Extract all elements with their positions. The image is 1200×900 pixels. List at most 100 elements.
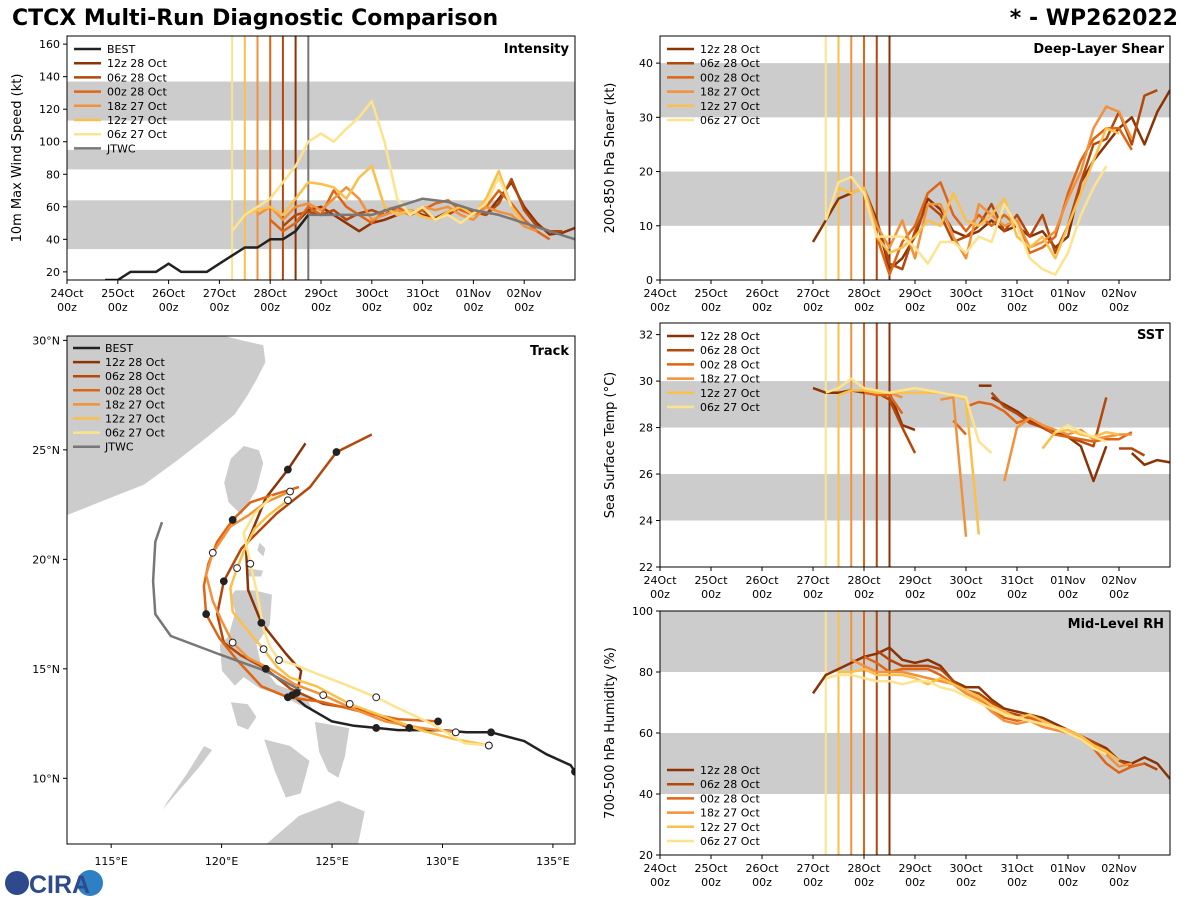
- track-marker-4-4: [319, 691, 328, 700]
- sst-xtick-day: 24Oct: [643, 574, 677, 587]
- intensity-xtick-hour: 00z: [362, 301, 382, 314]
- sst-title: SST: [1137, 328, 1164, 343]
- cira-logo: CIRA: [5, 870, 103, 899]
- sst-legend-label: 00z 28 Oct: [700, 358, 760, 371]
- sst-series-line-5-1: [1054, 423, 1107, 443]
- intensity-title: Intensity: [504, 42, 570, 57]
- rh-ytick-label: 60: [639, 727, 653, 740]
- track-legend-label: 12z 28 Oct: [105, 356, 165, 369]
- rh-title: Mid-Level RH: [1068, 617, 1164, 632]
- track-marker-5-8: [259, 645, 268, 654]
- track-marker-6-4: [372, 693, 381, 702]
- intensity-ytick-label: 140: [39, 71, 60, 84]
- intensity-panel: 2040608010012014016024Oct00z25Oct00z26Oc…: [10, 35, 576, 314]
- rh-ylabel: 700-500 hPa Humidity (%): [603, 647, 618, 819]
- intensity-ytick-label: 20: [46, 266, 60, 279]
- track-marker-4-8: [228, 638, 237, 647]
- sst-series-line-0-3: [1130, 452, 1170, 467]
- rh-xtick-day: 29Oct: [898, 862, 932, 875]
- sst-xtick-hour: 00z: [803, 588, 823, 601]
- track-xtick-label: 130°E: [426, 855, 459, 868]
- track-marker-3-0: [434, 717, 442, 726]
- sst-xtick-hour: 00z: [1109, 588, 1129, 601]
- intensity-band-1: [67, 149, 575, 170]
- sst-xtick-day: 25Oct: [694, 574, 728, 587]
- sst-xtick-hour: 00z: [956, 588, 976, 601]
- sst-legend-label: 06z 28 Oct: [700, 344, 760, 357]
- shear-xtick-hour: 00z: [956, 301, 976, 314]
- sst-xtick-day: 30Oct: [949, 574, 983, 587]
- sst-ylabel: Sea Surface Temp (°C): [603, 372, 618, 519]
- track-ytick-label: 30°N: [32, 334, 60, 347]
- intensity-legend-label: 12z 28 Oct: [107, 57, 167, 70]
- rh-legend-label: 06z 28 Oct: [700, 778, 760, 791]
- intensity-legend-label: 06z 27 Oct: [107, 128, 167, 141]
- track-marker-3-12: [228, 516, 237, 524]
- rh-legend-label: 12z 27 Oct: [700, 821, 760, 834]
- intensity-ytick-label: 60: [46, 201, 60, 214]
- track-marker-6-8: [275, 656, 283, 664]
- sst-legend-label: 18z 27 Oct: [700, 373, 760, 386]
- rh-xtick-hour: 00z: [752, 876, 772, 889]
- track-marker-5-4: [345, 699, 354, 708]
- shear-xtick-hour: 00z: [650, 301, 670, 314]
- track-marker-2-12: [332, 448, 341, 456]
- sst-legend-label: 12z 28 Oct: [700, 330, 760, 343]
- intensity-legend-label: 00z 28 Oct: [107, 86, 167, 99]
- sst-xtick-hour: 00z: [752, 588, 772, 601]
- intensity-ytick-label: 40: [46, 233, 60, 246]
- shear-xtick-day: 01Nov: [1050, 287, 1086, 300]
- shear-series-line-4-0: [838, 126, 1120, 260]
- intensity-xtick-hour: 00z: [311, 301, 331, 314]
- intensity-legend-label: 06z 28 Oct: [107, 71, 167, 84]
- rh-xtick-hour: 00z: [701, 876, 721, 889]
- sst-xtick-day: 26Oct: [745, 574, 779, 587]
- track-line-3: [202, 485, 439, 723]
- rh-xtick-hour: 00z: [1007, 876, 1027, 889]
- land-china-coast: [67, 336, 267, 517]
- shear-title: Deep-Layer Shear: [1033, 42, 1164, 57]
- shear-legend-label: 18z 27 Oct: [700, 86, 760, 99]
- intensity-xtick-hour: 00z: [260, 301, 280, 314]
- storm-id: * - WP262022: [1009, 6, 1178, 31]
- intensity-series-line-6-0: [231, 99, 513, 232]
- intensity-legend-label: BEST: [107, 43, 135, 56]
- intensity-xtick-hour: 00z: [413, 301, 433, 314]
- intensity-ylabel: 10m Max Wind Speed (kt): [10, 74, 25, 243]
- sst-ytick-label: 30: [639, 375, 653, 388]
- rh-xtick-day: 02Nov: [1101, 862, 1137, 875]
- track-marker-3-8: [202, 610, 211, 618]
- intensity-xtick-day: 28Oct: [254, 287, 288, 300]
- shear-xtick-day: 27Oct: [796, 287, 830, 300]
- shear-ytick-label: 0: [646, 274, 653, 287]
- rh-xtick-hour: 00z: [905, 876, 925, 889]
- logo-badge-icon: [77, 870, 103, 896]
- sst-series-line-1-2: [1119, 447, 1146, 457]
- land-mindoro: [229, 701, 258, 731]
- shear-xtick-hour: 00z: [803, 301, 823, 314]
- rh-xtick-hour: 00z: [956, 876, 976, 889]
- shear-xtick-day: 24Oct: [643, 287, 677, 300]
- shear-panel: 01020304024Oct00z25Oct00z26Oct00z27Oct00…: [603, 35, 1171, 314]
- intensity-xtick-day: 30Oct: [355, 287, 389, 300]
- shear-xtick-day: 28Oct: [847, 287, 881, 300]
- rh-xtick-hour: 00z: [650, 876, 670, 889]
- rh-xtick-day: 01Nov: [1050, 862, 1086, 875]
- sst-xtick-hour: 00z: [701, 588, 721, 601]
- land-batanes: [256, 541, 267, 558]
- sst-ytick-label: 26: [639, 468, 653, 481]
- land-samar-leyte: [313, 720, 351, 779]
- intensity-ytick-label: 120: [39, 103, 60, 116]
- logo-globe-icon: [5, 871, 29, 895]
- sst-ytick-label: 24: [639, 515, 653, 528]
- intensity-xtick-hour: 00z: [210, 301, 230, 314]
- rh-plot-area: [660, 611, 1170, 855]
- sst-panel: 22242628303224Oct00z25Oct00z26Oct00z27Oc…: [603, 322, 1171, 601]
- track-marker-5-16: [283, 496, 292, 505]
- intensity-ytick-label: 80: [46, 168, 60, 181]
- intensity-xtick-day: 24Oct: [50, 287, 84, 300]
- sst-plot-area: [660, 323, 1170, 567]
- shear-xtick-day: 02Nov: [1101, 287, 1137, 300]
- sst-series-line-2-0: [863, 391, 904, 415]
